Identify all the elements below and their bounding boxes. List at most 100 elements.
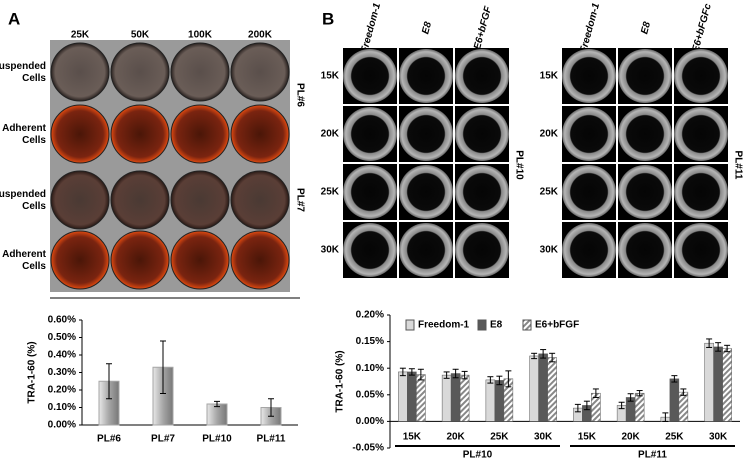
bar xyxy=(494,380,505,422)
well-image xyxy=(170,42,230,102)
legend-swatch xyxy=(522,319,532,331)
well-image xyxy=(110,104,170,164)
y-tick-label: 0.00% xyxy=(356,416,384,427)
well-image xyxy=(455,49,509,103)
x-tick-label: 20K xyxy=(621,432,640,443)
group-label: PL#7 xyxy=(294,188,305,212)
well-image xyxy=(50,42,110,102)
well-image xyxy=(399,107,453,161)
row-label: 20K xyxy=(321,129,340,140)
y-tick-label: 0.50% xyxy=(48,332,76,343)
row-label-line: Adherent xyxy=(2,249,47,260)
bar xyxy=(678,391,689,422)
well-image xyxy=(674,107,728,161)
row-label: SuspendedCells xyxy=(0,189,46,212)
panel-label: B xyxy=(322,9,334,28)
row-label: 15K xyxy=(321,71,340,82)
panel-label: A xyxy=(8,9,20,28)
group-label: PL#10 xyxy=(463,450,493,461)
y-tick-label: 0.30% xyxy=(48,367,76,378)
bar xyxy=(485,379,496,422)
bar xyxy=(416,374,426,422)
row-label: 20K xyxy=(540,129,559,140)
well-image xyxy=(399,165,453,219)
well-image xyxy=(170,104,230,164)
bar xyxy=(669,378,680,422)
well-image xyxy=(674,49,728,103)
column-label: 200K xyxy=(248,30,273,41)
y-axis-label: TRA-1-60 (%) xyxy=(335,350,346,412)
bar xyxy=(459,374,470,422)
row-label-line: Cells xyxy=(22,261,46,272)
column-label: Freedom-1 xyxy=(359,1,383,54)
well-image xyxy=(562,49,616,103)
well-image xyxy=(455,107,509,161)
well-image xyxy=(618,165,672,219)
well-image xyxy=(230,170,290,230)
well-image xyxy=(110,170,170,230)
x-tick-label: PL#6 xyxy=(97,434,121,445)
group-label: PL#6 xyxy=(294,83,305,107)
legend-label: E8 xyxy=(490,320,503,331)
row-label: Adherent Cells xyxy=(2,249,47,272)
column-label: 50K xyxy=(131,30,150,41)
y-tick-label: 0.20% xyxy=(48,385,76,396)
well-image xyxy=(618,223,672,277)
well-image xyxy=(230,104,290,164)
bar xyxy=(547,357,557,422)
well-image xyxy=(562,223,616,277)
row-label-line: Cells xyxy=(22,201,46,212)
x-tick-label: 25K xyxy=(665,432,684,443)
well-image xyxy=(50,170,110,230)
bar xyxy=(529,355,539,422)
well-image xyxy=(343,107,397,161)
row-label-line: Cells xyxy=(22,135,46,146)
legend-swatch xyxy=(477,319,487,331)
x-tick-label: 25K xyxy=(490,432,509,443)
row-label: 15K xyxy=(540,71,559,82)
x-tick-label: PL#11 xyxy=(257,434,286,445)
column-label: 25K xyxy=(71,30,90,41)
bar xyxy=(538,353,548,422)
well-image xyxy=(674,223,728,277)
well-image xyxy=(50,104,110,164)
legend-swatch xyxy=(405,319,415,331)
x-tick-label: 15K xyxy=(578,432,597,443)
well-image xyxy=(50,230,110,290)
x-tick-label: 30K xyxy=(709,432,728,443)
x-tick-label: 30K xyxy=(534,432,553,443)
y-tick-label: 0.10% xyxy=(48,402,76,413)
well-image xyxy=(399,49,453,103)
bar xyxy=(398,371,408,422)
row-label-line: Suspended xyxy=(0,189,46,200)
y-tick-label: 0.20% xyxy=(356,310,384,321)
row-label: 25K xyxy=(540,187,559,198)
group-label: PL#10 xyxy=(513,150,524,180)
bar xyxy=(206,403,228,426)
column-label: E8 xyxy=(639,20,653,35)
well-image xyxy=(230,230,290,290)
well-image xyxy=(618,49,672,103)
y-tick-label: -0.05% xyxy=(352,443,384,454)
row-label-line: Adherent xyxy=(2,123,47,134)
y-axis-label: TRA-1-60 (%) xyxy=(27,341,38,403)
row-label: SuspendedCells xyxy=(0,61,46,84)
y-tick-label: 0.60% xyxy=(48,315,76,326)
bar xyxy=(713,346,723,422)
well-image xyxy=(343,223,397,277)
column-label: 100K xyxy=(188,30,213,41)
well-image xyxy=(455,165,509,219)
legend-label: E6+bFGF xyxy=(535,320,579,331)
well-image xyxy=(618,107,672,161)
y-tick-label: 0.00% xyxy=(48,420,76,431)
bar xyxy=(441,374,452,422)
well-image xyxy=(562,107,616,161)
well-image xyxy=(343,49,397,103)
well-image xyxy=(170,230,230,290)
y-tick-label: 0.10% xyxy=(356,363,384,374)
row-label: 25K xyxy=(321,187,340,198)
y-tick-label: 0.05% xyxy=(356,389,384,400)
well-image xyxy=(455,223,509,277)
group-label: PL#11 xyxy=(638,450,667,461)
